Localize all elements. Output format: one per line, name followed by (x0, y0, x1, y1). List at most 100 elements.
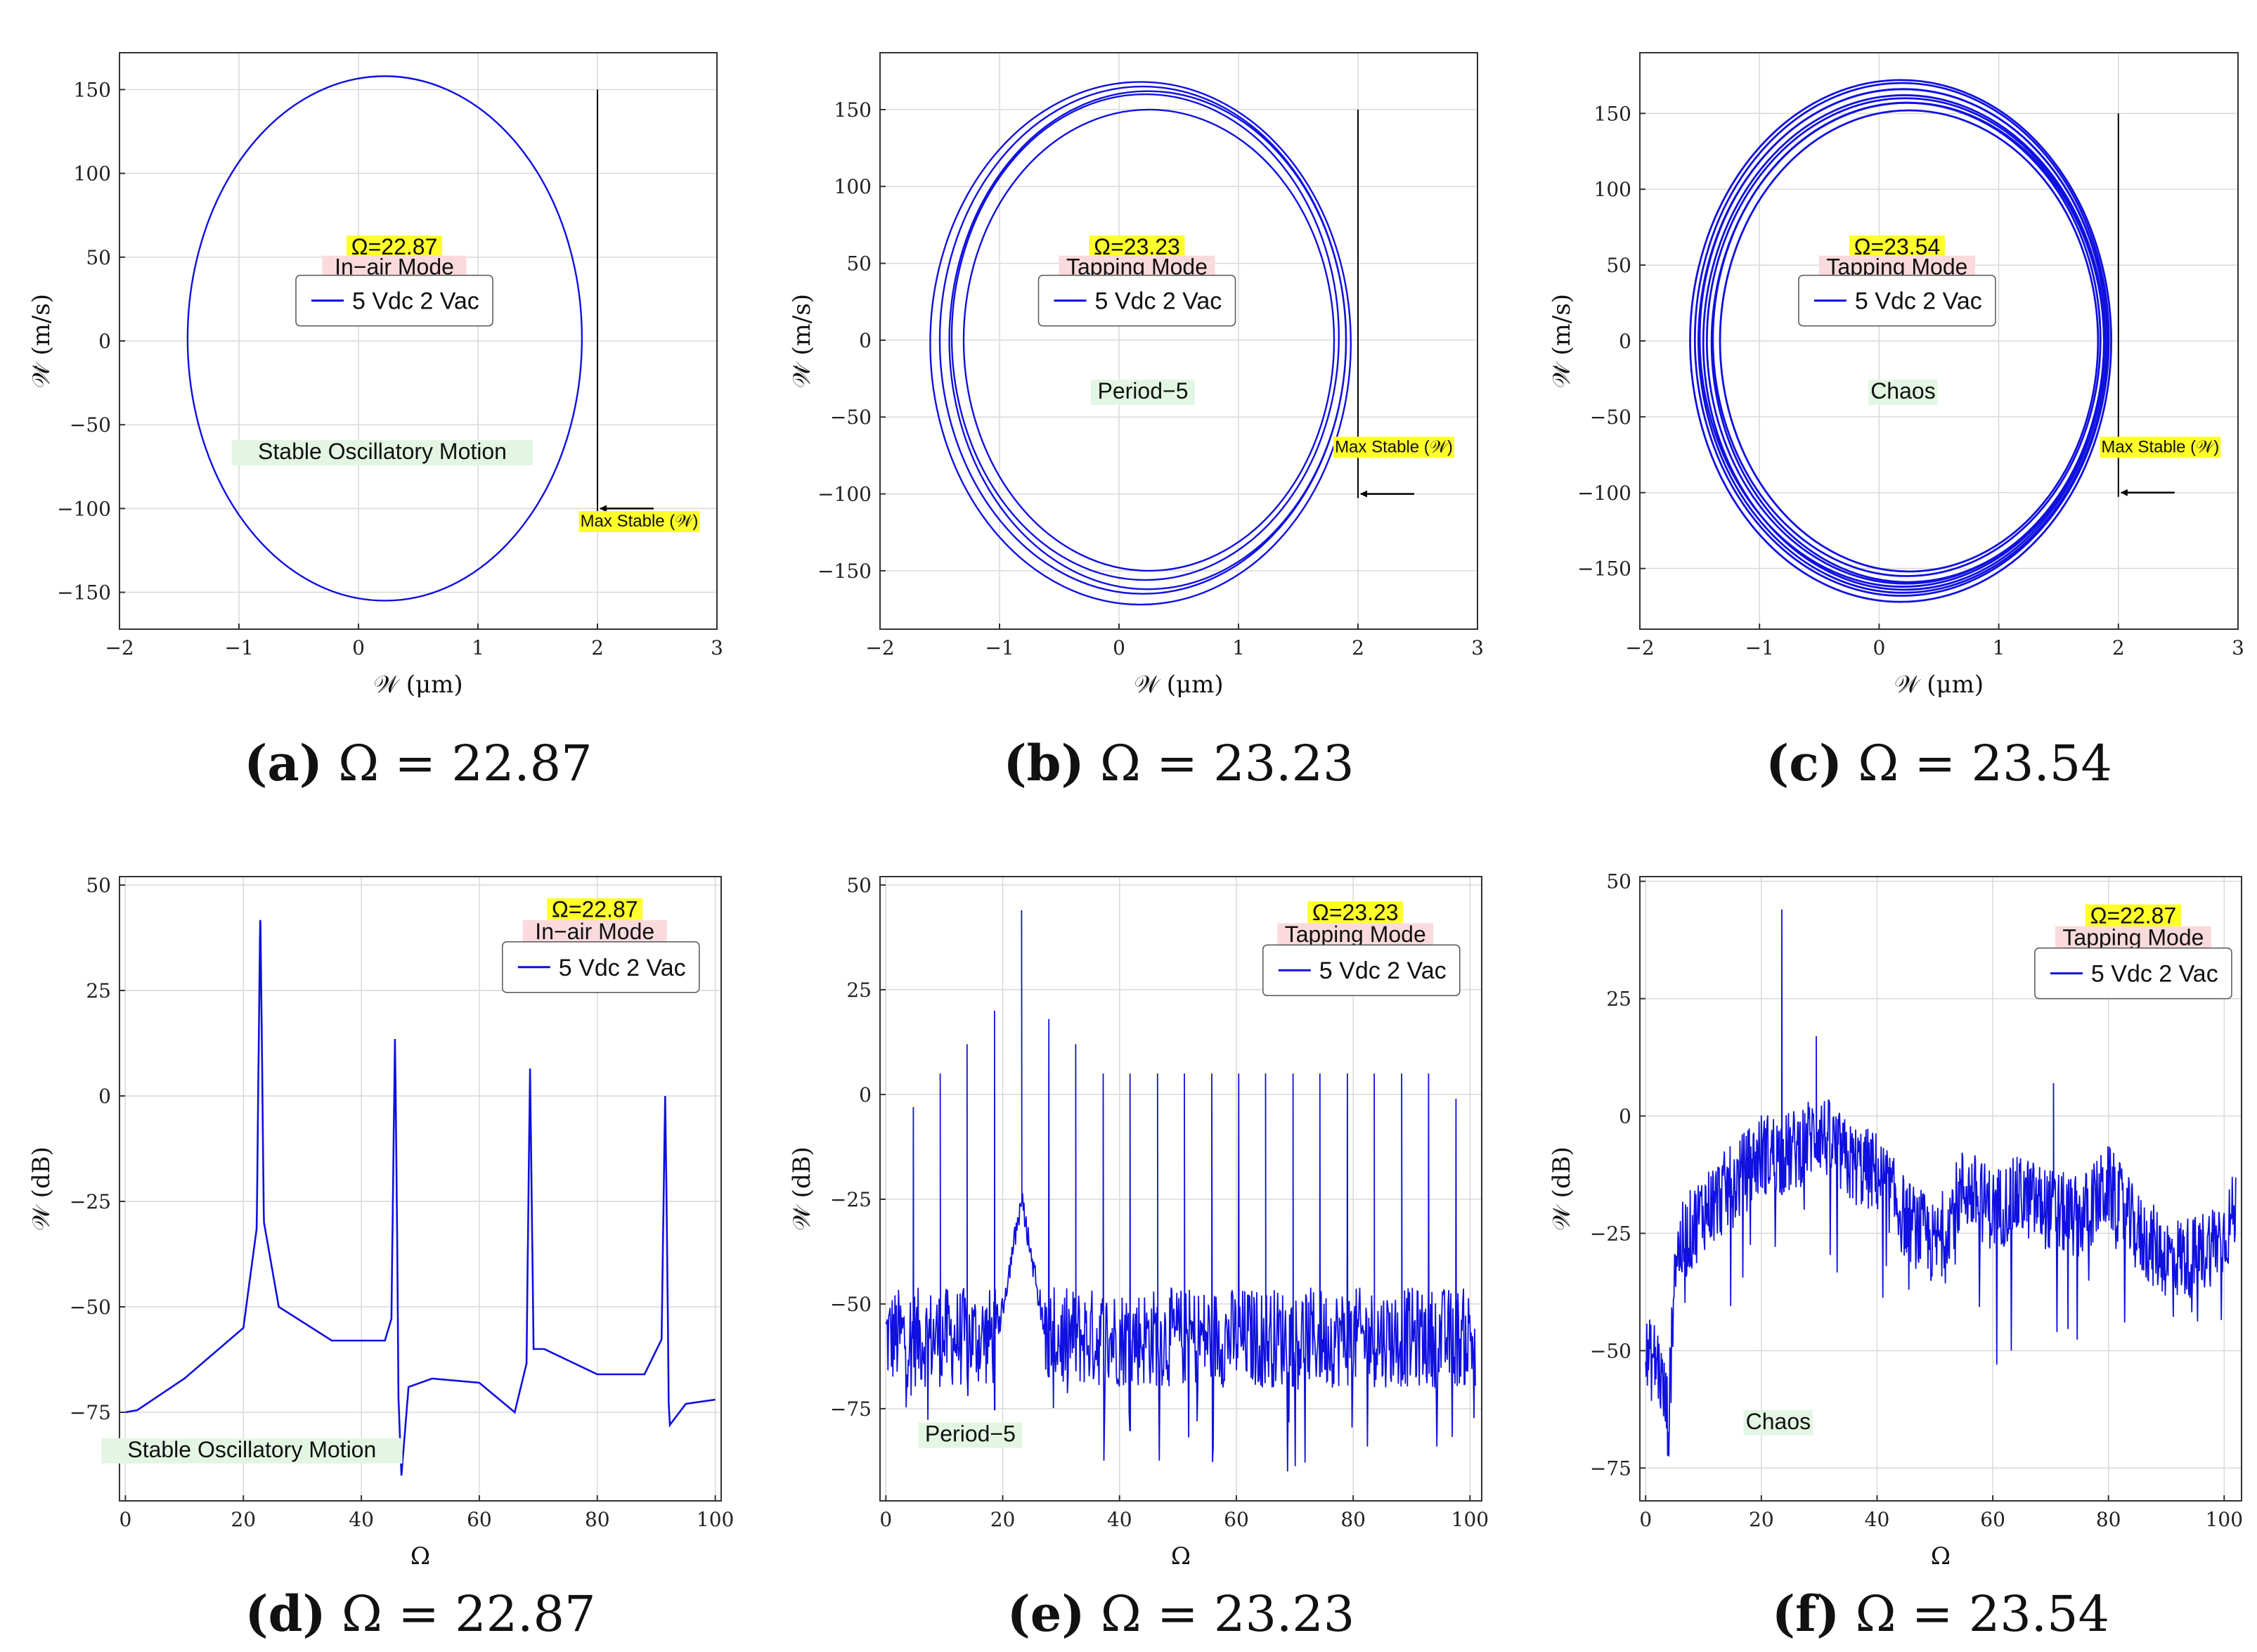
y-tick-label: −50 (830, 406, 872, 429)
max-stable-label: Max Stable (𝒲) (581, 512, 699, 531)
omega-highlight (1089, 235, 1185, 259)
plot-frame (879, 876, 1482, 1502)
regime-highlight (231, 440, 533, 466)
x-axis-label: 𝒲 (μm) (373, 671, 463, 699)
x-tick-label: 2 (591, 636, 604, 659)
x-tick-label: −1 (1745, 636, 1774, 659)
panel-caption: (c) Ω = 23.54 (1766, 734, 2112, 792)
chart-panel-d: 0 20 40 60 80 100 −75 −50 −25 0 25 50 Ω 𝒲 (dB) Ω=22.87… (27, 874, 734, 1570)
omega-label: Ω=23.23 (1094, 234, 1180, 259)
y-axis-label: 𝒲̇ (m/s) (27, 294, 56, 388)
y-tick-label: 0 (98, 1085, 111, 1108)
regime-label: Stable Oscillatory Motion (127, 1437, 376, 1462)
caption-text: Ω = 23.54 (1839, 1585, 2109, 1643)
plot-area (885, 910, 1476, 1472)
x-tick-label: 1 (1232, 636, 1245, 659)
x-tick-label: −1 (224, 636, 253, 659)
plot-frame (1639, 876, 2242, 1502)
x-tick-label: −1 (985, 636, 1014, 659)
y-tick-label: 0 (859, 1083, 872, 1106)
y-tick-label: −75 (70, 1401, 111, 1424)
panel-caption: (b) Ω = 23.23 (1003, 734, 1354, 792)
regime-highlight (1868, 380, 1938, 405)
caption-letter: (f) (1772, 1585, 1839, 1643)
regime-label: Period−5 (925, 1421, 1016, 1447)
y-axis-label: 𝒲̇ (m/s) (1548, 294, 1576, 388)
plot-area (1689, 79, 2112, 603)
caption-letter: (b) (1003, 734, 1084, 792)
x-axis-label: 𝒲 (μm) (1134, 671, 1223, 699)
plot-area (125, 919, 716, 1476)
omega-highlight (347, 235, 442, 259)
x-tick-label: 0 (1873, 636, 1885, 659)
y-tick-label: −150 (817, 560, 872, 583)
y-tick-label: 100 (74, 162, 111, 186)
legend-entry: 5 Vdc 2 Vac (352, 288, 479, 315)
y-tick-label: 0 (1619, 330, 1631, 353)
x-tick-label: 20 (990, 1508, 1016, 1531)
y-tick-label: 25 (1606, 988, 1631, 1011)
regime-label: Chaos (1746, 1409, 1811, 1434)
x-tick-label: 2 (1352, 636, 1364, 659)
omega-highlight (1849, 235, 1945, 259)
omega-label: Ω=22.87 (351, 234, 438, 259)
regime-label: Stable Oscillatory Motion (258, 439, 507, 464)
y-tick-label: −25 (1590, 1222, 1631, 1245)
y-tick-label: −150 (1577, 557, 1631, 581)
x-tick-label: 60 (467, 1508, 492, 1531)
x-tick-label: 3 (1471, 636, 1484, 659)
y-tick-label: −100 (1577, 482, 1631, 505)
caption-text: Ω = 23.54 (1842, 735, 2112, 792)
y-tick-label: 150 (1594, 102, 1631, 125)
x-tick-label: −2 (865, 636, 894, 659)
y-tick-label: 0 (98, 330, 111, 353)
omega-label: Ω=22.87 (552, 897, 638, 922)
legend-entry: 5 Vdc 2 Vac (1095, 288, 1222, 315)
x-tick-label: 40 (1865, 1508, 1890, 1531)
spectrum-line (125, 919, 716, 1476)
x-tick-label: 0 (119, 1508, 131, 1531)
caption-text: Ω = 22.87 (326, 1585, 596, 1643)
x-tick-label: 60 (1224, 1508, 1249, 1531)
y-tick-label: −50 (1590, 406, 1631, 429)
legend-box (1037, 274, 1236, 327)
regime-highlight (918, 1422, 1023, 1448)
omega-label: Ω=23.54 (1854, 234, 1941, 259)
x-tick-label: 0 (352, 636, 365, 659)
y-tick-label: −25 (830, 1188, 872, 1211)
regime-highlight (1743, 1409, 1813, 1435)
y-tick-label: −75 (1590, 1457, 1631, 1480)
mode-highlight (1277, 923, 1434, 948)
panel-caption: (a) Ω = 22.87 (244, 734, 592, 792)
y-tick-label: 50 (1606, 254, 1631, 277)
caption-text: Ω = 23.23 (1085, 1585, 1354, 1643)
x-tick-label: 100 (1451, 1508, 1489, 1531)
mode-label: Tapping Mode (1285, 922, 1426, 947)
omega-highlight (547, 898, 643, 922)
plot-frame (879, 52, 1478, 630)
x-axis-label: Ω (1931, 1542, 1951, 1570)
legend-box (502, 941, 700, 993)
regime-highlight (101, 1438, 403, 1464)
plot-frame (119, 876, 722, 1502)
chart-panel-f: 0 20 40 60 80 100 −75 −50 −25 0 25 50 Ω 𝒲 (dB) Ω=22.87… (1548, 870, 2243, 1570)
x-tick-label: 40 (349, 1508, 374, 1531)
orbit-trajectory (948, 90, 1347, 591)
chart-panel-a: −2 −1 0 1 2 3 −150 −100 −50 0 50 100 150 𝒲 (μm) 𝒲̇ (m/… (27, 52, 723, 699)
y-axis-label: 𝒲 (dB) (1548, 1147, 1576, 1231)
caption-letter: (d) (245, 1585, 325, 1643)
caption-letter: (e) (1007, 1585, 1085, 1643)
omega-label: Ω=23.23 (1312, 900, 1399, 925)
x-axis-label: 𝒲 (μm) (1894, 671, 1984, 699)
y-tick-label: 0 (859, 329, 872, 352)
x-tick-label: 20 (1749, 1508, 1774, 1531)
orbit-trajectory (1719, 109, 2100, 573)
y-tick-label: −50 (1590, 1339, 1631, 1362)
max-stable-highlight (2100, 437, 2221, 458)
legend-entry: 5 Vdc 2 Vac (2091, 961, 2218, 988)
plot-area (929, 81, 1352, 606)
y-tick-label: −150 (57, 581, 111, 605)
panel-caption: (d) Ω = 22.87 (245, 1585, 595, 1643)
y-tick-label: 50 (86, 246, 111, 269)
y-tick-label: −25 (70, 1190, 111, 1213)
